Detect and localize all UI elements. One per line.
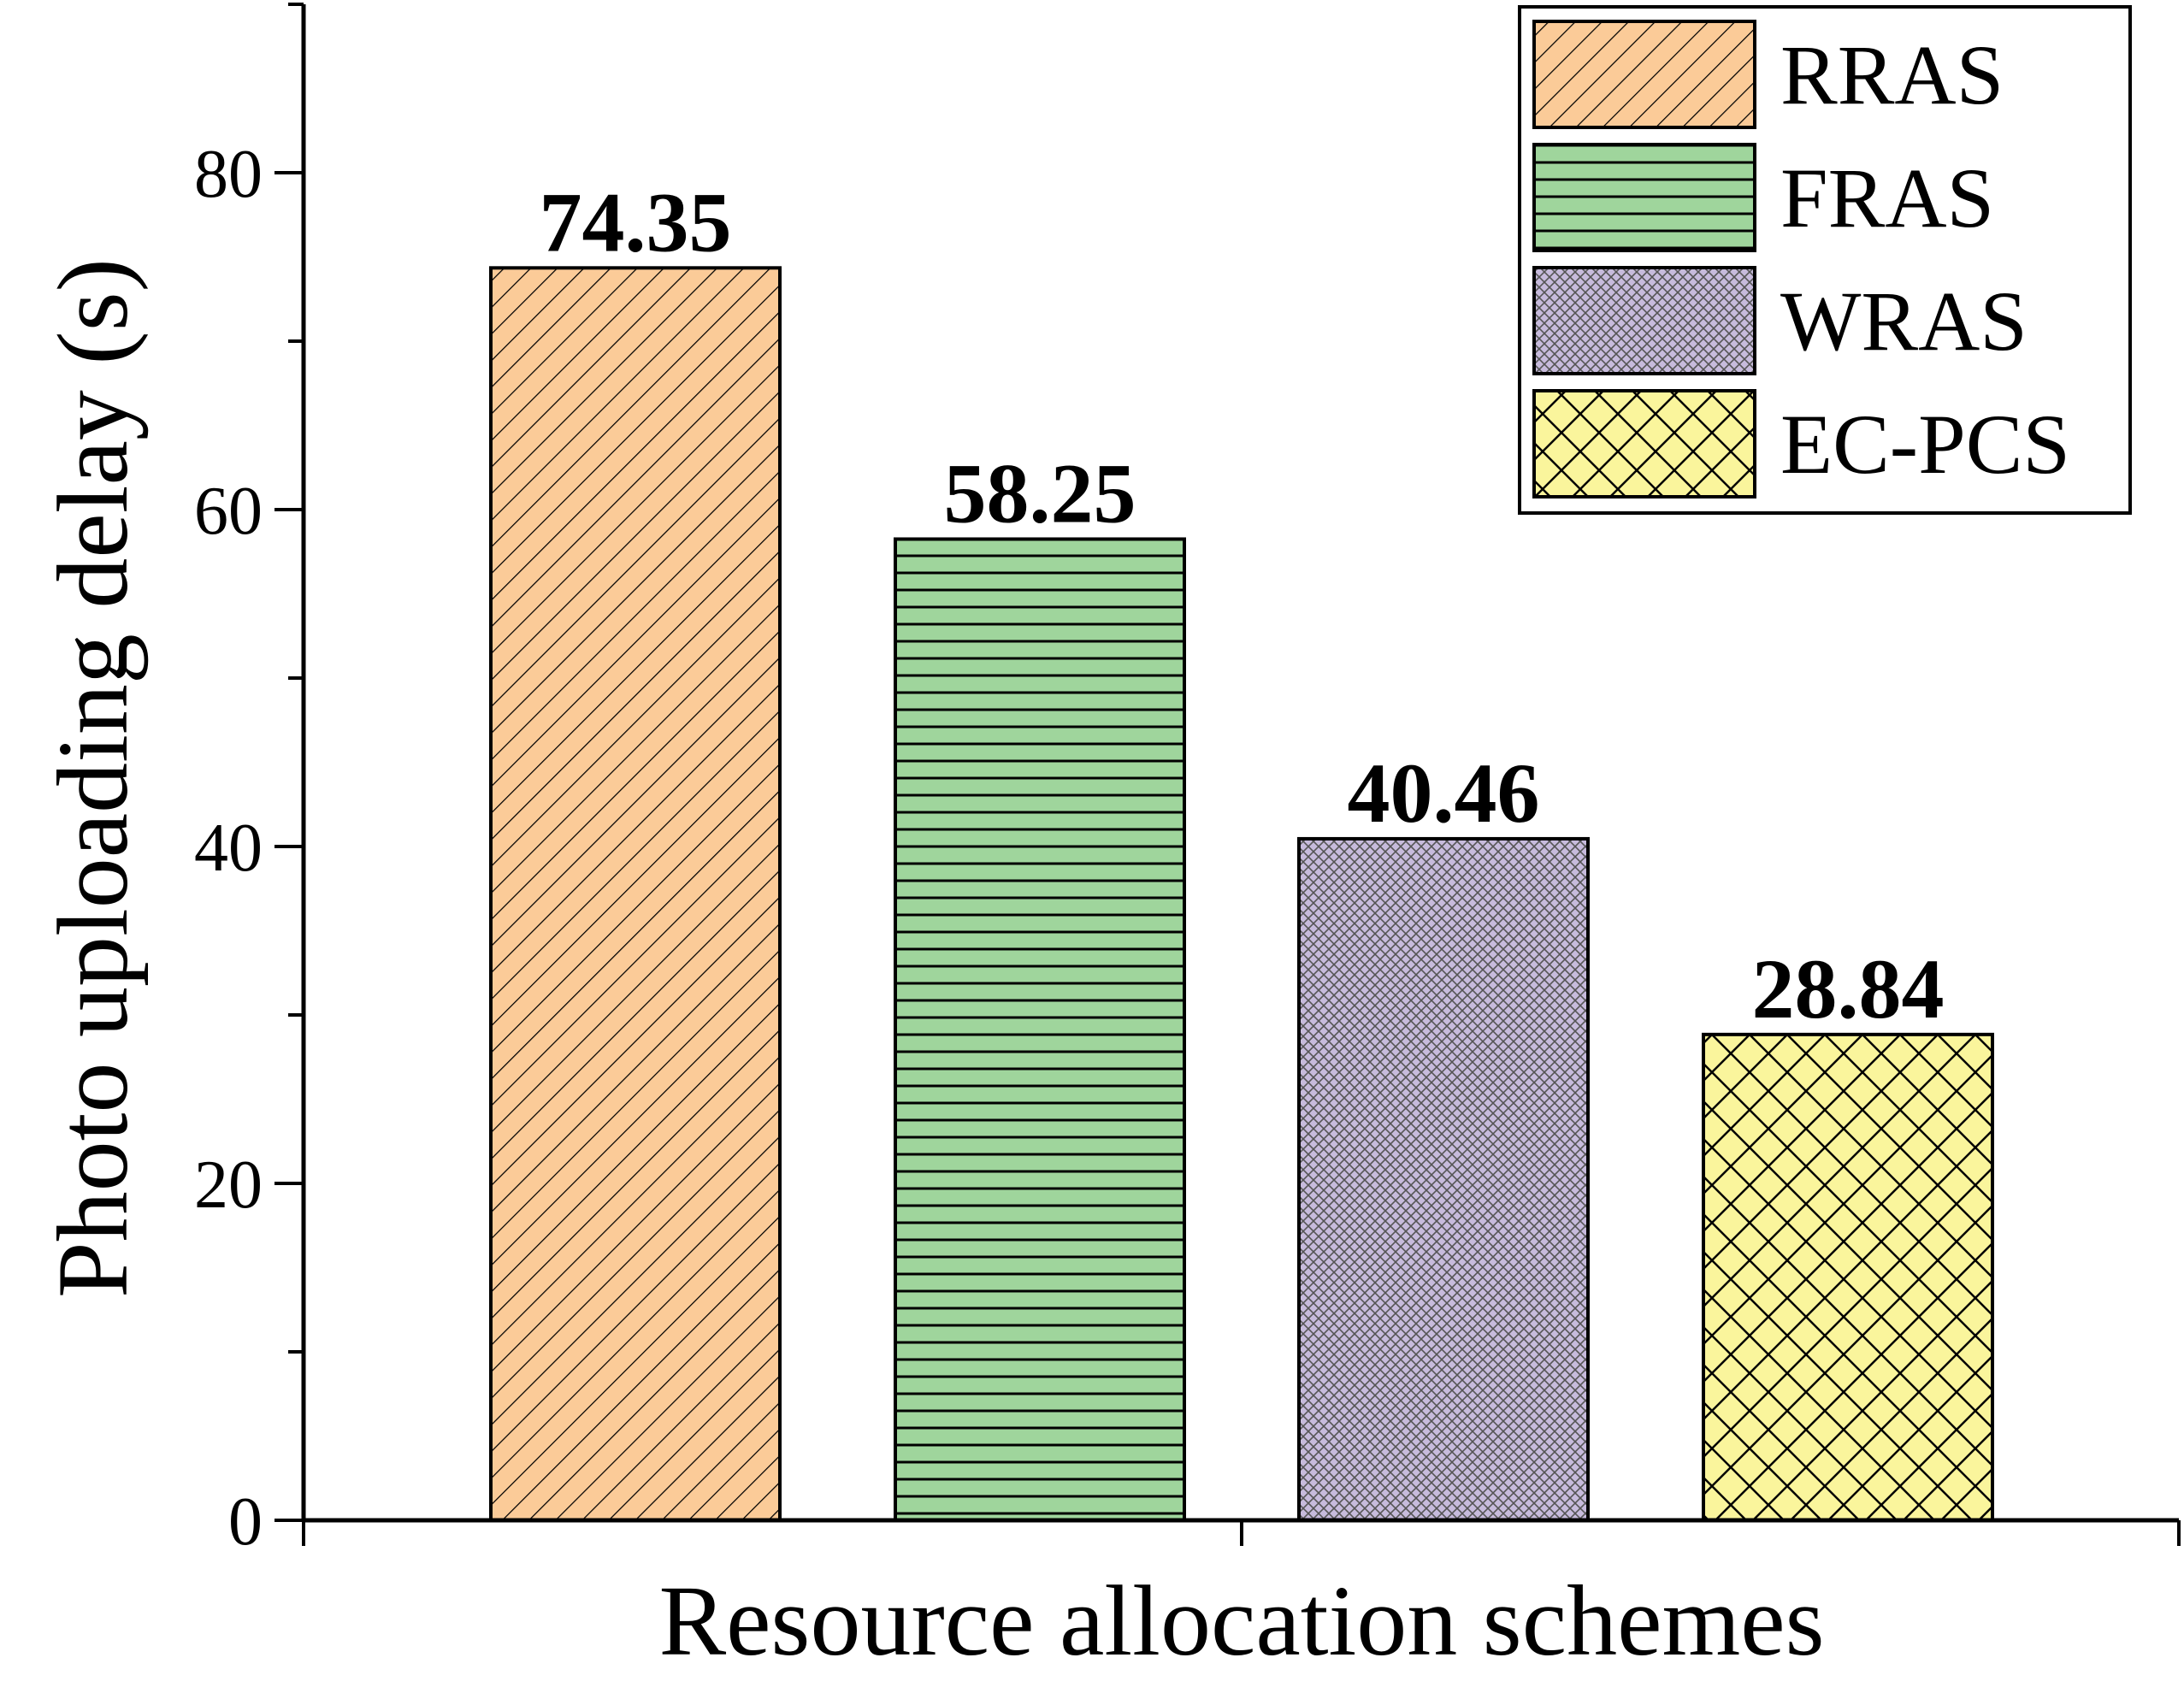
bar-wras: [1297, 836, 1590, 1522]
legend: RRAS FRAS WRAS EC-PCS: [1518, 5, 2132, 515]
data-label-rras: 74.35: [540, 174, 732, 269]
y-tick-label: 80: [194, 137, 263, 212]
legend-label-rras: RRAS: [1780, 27, 2004, 122]
legend-swatch-wras: [1532, 266, 1756, 375]
data-labels: 74.35 58.25 40.46 28.84: [540, 174, 1945, 1036]
legend-label-ec-pcs: EC-PCS: [1780, 397, 2070, 492]
legend-label-wras: WRAS: [1780, 274, 2028, 369]
y-tick-label: 60: [194, 474, 263, 549]
y-axis-title: Photo uploading delay (s): [37, 258, 149, 1298]
y-tick-label: 20: [194, 1147, 263, 1223]
y-axis-ticks: 0 20 40 60 80: [194, 3, 304, 1560]
data-label-fras: 58.25: [944, 445, 1136, 540]
legend-swatch-rras: [1532, 20, 1756, 129]
legend-swatch-ec-pcs: [1532, 389, 1756, 498]
bar-ec-pcs: [1702, 1032, 1994, 1523]
x-axis-title: Resource allocation schemes: [658, 1565, 1824, 1677]
bar-rras: [489, 266, 782, 1522]
y-tick-label: 0: [228, 1484, 263, 1560]
bar-fras: [894, 537, 1186, 1522]
data-label-wras: 40.46: [1348, 746, 1540, 841]
legend-label-fras: FRAS: [1780, 150, 1994, 245]
legend-swatch-fras: [1532, 143, 1756, 252]
y-tick-label: 40: [194, 811, 263, 886]
data-label-ec-pcs: 28.84: [1752, 941, 1945, 1036]
